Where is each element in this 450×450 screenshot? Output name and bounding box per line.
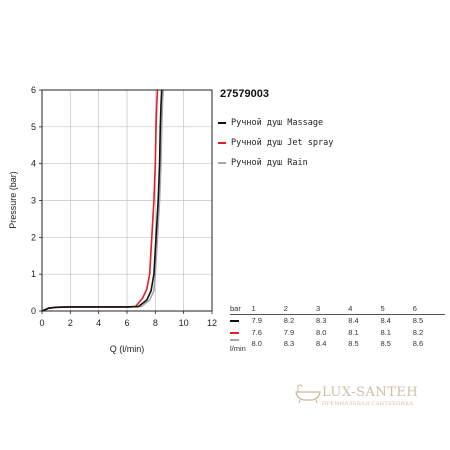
table-row-key — [230, 316, 252, 325]
table-header-row: bar 1 2 3 4 5 6 — [230, 303, 445, 315]
table-row-swatch — [230, 339, 239, 342]
table-cell: 8.5 — [348, 339, 359, 349]
table-cell: 8.3 — [316, 316, 327, 326]
y-tick-label: 4 — [31, 159, 36, 169]
table-row-key: l/min — [230, 335, 252, 354]
table-header-cell: 6 — [412, 304, 417, 313]
legend-item-massage: Ручной душ Massage — [218, 113, 333, 133]
table-cell: 7.9 — [283, 327, 295, 337]
x-tick-label: 8 — [153, 318, 158, 328]
table-cell: 8.3 — [283, 339, 295, 349]
table-header-cell: 5 — [380, 304, 385, 313]
legend-label-massage: Ручной душ Massage — [231, 118, 324, 128]
x-axis-label: Q (l/min) — [110, 344, 145, 354]
x-tick-label: 4 — [96, 318, 101, 328]
table-row: 7.9 8.2 8.3 8.4 8.4 8.5 — [230, 315, 445, 327]
legend-item-jet-spray: Ручной душ Jet spray — [218, 133, 333, 153]
bathtub-logo-icon — [295, 384, 321, 404]
watermark-tagline: ПРЕМИАЛЬНАЯ САНТЕХНИКА — [322, 401, 414, 407]
legend-swatch-rain — [218, 162, 226, 164]
table-cell: 8.2 — [412, 327, 424, 337]
table-unit-label: l/min — [230, 344, 246, 354]
chart-grid — [42, 90, 212, 311]
table-cell: 8.1 — [380, 327, 391, 337]
table-header-unit: bar — [230, 304, 241, 313]
y-tick-label: 2 — [31, 232, 36, 242]
y-axis-label: Pressure (bar) — [8, 171, 18, 229]
legend-item-rain: Ручной душ Rain — [218, 153, 333, 173]
table-cell: 8.6 — [412, 339, 424, 349]
table-header-cell: 1 — [251, 304, 256, 313]
series-line-massage — [41, 89, 163, 312]
table-header-cell: 3 — [316, 304, 321, 313]
legend-swatch-massage — [218, 122, 226, 124]
table-cell: 7.9 — [251, 316, 262, 326]
x-tick-label: 12 — [207, 318, 217, 328]
table-row-swatch — [230, 331, 239, 334]
chart-legend: Ручной душ Massage Ручной душ Jet spray … — [218, 113, 333, 173]
table-row: 7.6 7.9 8.0 8.1 8.1 8.2 — [230, 327, 445, 339]
table-cell: 8.4 — [348, 316, 359, 326]
x-tick-label: 10 — [179, 318, 189, 328]
table-cell: 8.4 — [380, 316, 391, 326]
table-cell: 8.0 — [251, 339, 262, 349]
table-cell: 8.0 — [316, 327, 327, 337]
table-cell: 8.1 — [348, 327, 359, 337]
x-tick-label: 6 — [124, 318, 129, 328]
table-cell: 8.5 — [380, 339, 391, 349]
flow-rate-table: bar 1 2 3 4 5 6 7.9 8.2 8.3 8.4 8.4 8.5 … — [230, 303, 445, 354]
chart-curves — [41, 89, 164, 312]
table-cell: 8.5 — [412, 316, 424, 326]
table-header-cell: 2 — [283, 304, 288, 313]
legend-swatch-jet-spray — [218, 142, 226, 144]
legend-label-rain: Ручной душ Rain — [231, 158, 308, 168]
y-tick-label: 6 — [31, 85, 36, 95]
table-row-swatch — [230, 320, 239, 323]
table-row-key — [230, 328, 252, 337]
watermark-brand: LUX-SANTEH — [322, 385, 419, 400]
model-number-title: 27579003 — [220, 88, 269, 100]
table-cell: 8.2 — [283, 316, 295, 326]
y-tick-label: 5 — [31, 122, 36, 132]
table-header-cell: 4 — [348, 304, 353, 313]
legend-label-jet-spray: Ручной душ Jet spray — [231, 138, 334, 148]
x-tick-label: 0 — [39, 318, 44, 328]
table-cell: 8.4 — [316, 339, 327, 349]
table-cell: 7.6 — [251, 327, 262, 337]
y-tick-label: 0 — [31, 306, 36, 316]
y-tick-label: 3 — [31, 196, 36, 206]
x-tick-label: 2 — [68, 318, 73, 328]
y-tick-label: 1 — [31, 269, 36, 279]
watermark: LUX-SANTEH ПРЕМИАЛЬНАЯ САНТЕХНИКА — [322, 385, 450, 407]
table-row: l/min 8.0 8.3 8.4 8.5 8.5 8.6 — [230, 335, 445, 354]
